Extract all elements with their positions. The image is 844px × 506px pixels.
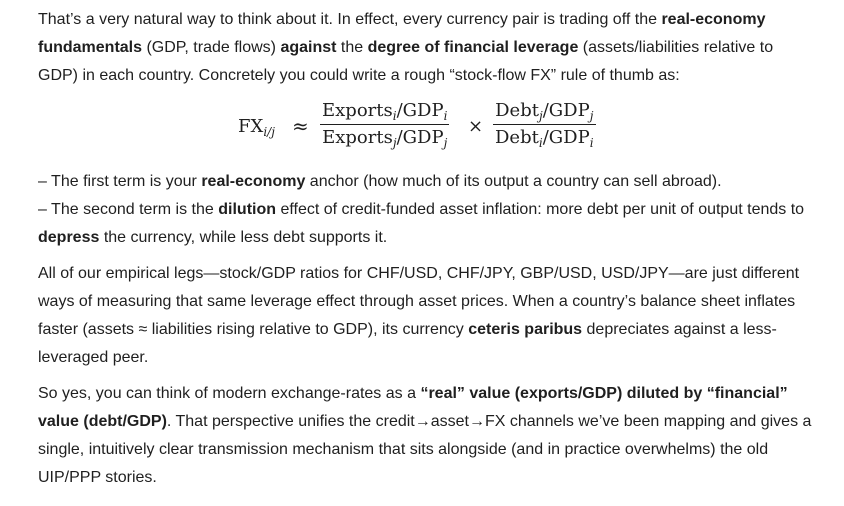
fraction-denominator: Debti/GDPi bbox=[495, 127, 594, 150]
formula-lhs: FXi/j bbox=[238, 116, 275, 139]
approx-symbol: ≈ bbox=[292, 114, 309, 138]
text-span: That’s a very natural way to think about… bbox=[38, 11, 662, 28]
debt-ratio-fraction: Debtj/GDPj Debti/GDPi bbox=[493, 100, 596, 150]
conclusion-paragraph: So yes, you can think of modern exchange… bbox=[38, 385, 812, 486]
bullet-second-term: – The second term is the dilution effect… bbox=[38, 201, 805, 246]
fraction-bar bbox=[493, 124, 596, 125]
bold-term: real-economy fundamentals bbox=[38, 11, 766, 56]
fraction-numerator: Debtj/GDPj bbox=[495, 100, 594, 123]
fx-formula: FXi/j ≈ Exportsi/GDPi Exportsj/GDPj × De… bbox=[38, 98, 814, 162]
term-explanations: – The first term is your real-economy an… bbox=[38, 168, 814, 252]
fraction-denominator: Exportsj/GDPj bbox=[322, 127, 448, 150]
bold-term: against bbox=[280, 39, 337, 56]
bold-term: real-economy bbox=[201, 173, 306, 190]
times-symbol: × bbox=[468, 116, 484, 137]
bold-term: degree of financial leverage bbox=[367, 39, 579, 56]
fraction-numerator: Exportsi/GDPi bbox=[322, 100, 448, 123]
bold-term: “real” value (exports/GDP) diluted by “f… bbox=[38, 385, 788, 430]
exports-ratio-fraction: Exportsi/GDPi Exportsj/GDPj bbox=[320, 100, 450, 150]
text-span: (assets/liabilities relative to GDP) in … bbox=[38, 39, 774, 84]
bold-term: depress bbox=[38, 229, 100, 246]
text-span: (GDP, trade flows) bbox=[142, 39, 281, 56]
bold-term: ceteris paribus bbox=[468, 321, 583, 338]
bullet-first-term: – The first term is your real-economy an… bbox=[38, 173, 722, 190]
empirical-paragraph: All of our empirical legs—stock/GDP rati… bbox=[38, 265, 800, 366]
fraction-bar bbox=[320, 124, 450, 125]
text-span: the bbox=[336, 39, 368, 56]
assistant-message: That’s a very natural way to think about… bbox=[38, 6, 814, 486]
bold-term: dilution bbox=[218, 201, 277, 218]
intro-paragraph: That’s a very natural way to think about… bbox=[38, 6, 814, 90]
